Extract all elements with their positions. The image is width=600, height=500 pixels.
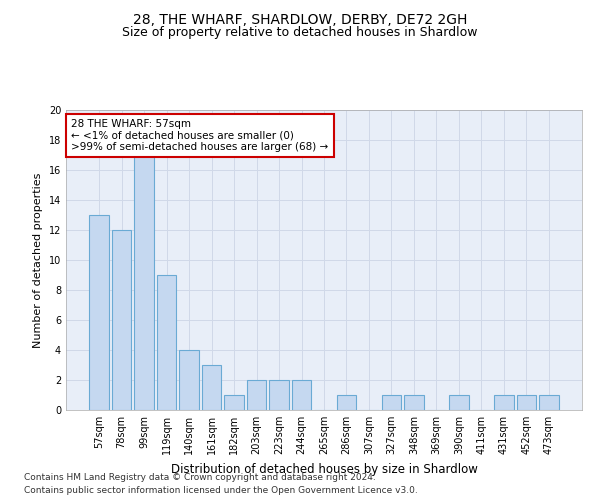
Bar bbox=[224, 395, 244, 410]
Y-axis label: Number of detached properties: Number of detached properties bbox=[33, 172, 43, 348]
Bar bbox=[157, 275, 176, 410]
Bar bbox=[449, 395, 469, 410]
Bar bbox=[382, 395, 401, 410]
Text: Contains HM Land Registry data © Crown copyright and database right 2024.: Contains HM Land Registry data © Crown c… bbox=[24, 474, 376, 482]
Text: Size of property relative to detached houses in Shardlow: Size of property relative to detached ho… bbox=[122, 26, 478, 39]
Bar bbox=[179, 350, 199, 410]
Bar bbox=[404, 395, 424, 410]
Bar bbox=[337, 395, 356, 410]
Bar bbox=[89, 215, 109, 410]
X-axis label: Distribution of detached houses by size in Shardlow: Distribution of detached houses by size … bbox=[170, 462, 478, 475]
Bar bbox=[494, 395, 514, 410]
Text: 28 THE WHARF: 57sqm
← <1% of detached houses are smaller (0)
>99% of semi-detach: 28 THE WHARF: 57sqm ← <1% of detached ho… bbox=[71, 119, 328, 152]
Bar bbox=[269, 380, 289, 410]
Bar bbox=[517, 395, 536, 410]
Bar bbox=[202, 365, 221, 410]
Bar bbox=[134, 155, 154, 410]
Text: 28, THE WHARF, SHARDLOW, DERBY, DE72 2GH: 28, THE WHARF, SHARDLOW, DERBY, DE72 2GH bbox=[133, 12, 467, 26]
Bar bbox=[112, 230, 131, 410]
Bar bbox=[247, 380, 266, 410]
Bar bbox=[292, 380, 311, 410]
Text: Contains public sector information licensed under the Open Government Licence v3: Contains public sector information licen… bbox=[24, 486, 418, 495]
Bar bbox=[539, 395, 559, 410]
